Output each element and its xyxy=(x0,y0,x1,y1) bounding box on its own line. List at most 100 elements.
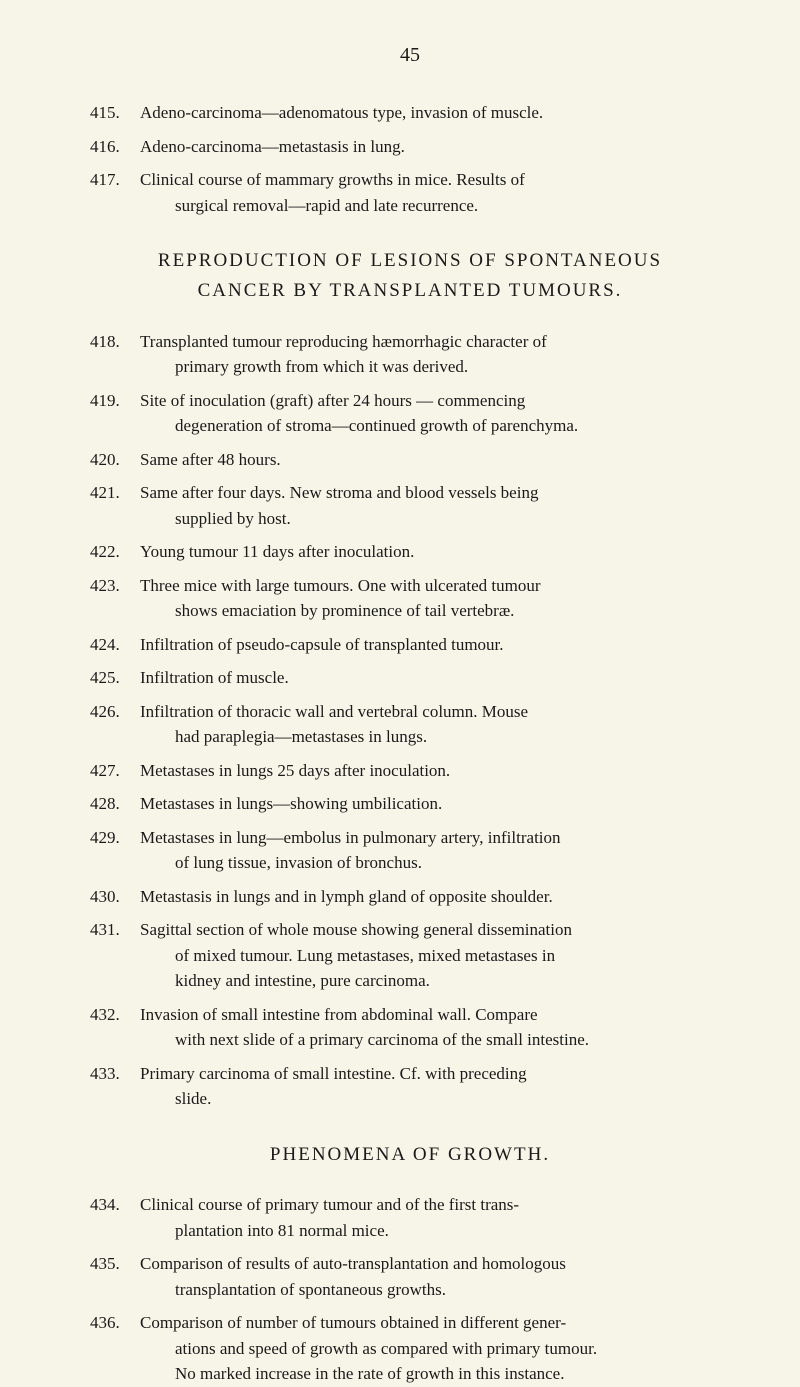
section2-entries: 434. Clinical course of primary tumour a… xyxy=(90,1192,730,1387)
entry-417: 417. Clinical course of mammary growths … xyxy=(90,167,730,218)
entry-number: 420. xyxy=(90,447,140,473)
entry-number: 433. xyxy=(90,1061,140,1112)
entry-line-indent: plantation into 81 normal mice. xyxy=(140,1218,730,1244)
entry-435: 435. Comparison of results of auto-trans… xyxy=(90,1251,730,1302)
entry-number: 428. xyxy=(90,791,140,817)
entry-text: Transplanted tumour reproducing hæmorrha… xyxy=(140,329,730,380)
entry-line-indent: transplantation of spontaneous growths. xyxy=(140,1277,730,1303)
entry-number: 430. xyxy=(90,884,140,910)
entry-432: 432. Invasion of small intestine from ab… xyxy=(90,1002,730,1053)
entry-text: Clinical course of mammary growths in mi… xyxy=(140,167,730,218)
entry-434: 434. Clinical course of primary tumour a… xyxy=(90,1192,730,1243)
entry-text: Clinical course of primary tumour and of… xyxy=(140,1192,730,1243)
entry-text: Metastases in lung—embolus in pulmonary … xyxy=(140,825,730,876)
entry-number: 431. xyxy=(90,917,140,994)
entry-line-indent: primary growth from which it was derived… xyxy=(140,354,730,380)
entry-line: Clinical course of primary tumour and of… xyxy=(140,1195,519,1214)
entry-427: 427. Metastases in lungs 25 days after i… xyxy=(90,758,730,784)
entry-line-indent: No marked increase in the rate of growth… xyxy=(140,1361,730,1387)
entry-line-indent: ations and speed of growth as compared w… xyxy=(140,1336,730,1362)
entry-number: 417. xyxy=(90,167,140,218)
entry-line: Clinical course of mammary growths in mi… xyxy=(140,170,525,189)
entry-number: 434. xyxy=(90,1192,140,1243)
entry-line: Invasion of small intestine from abdomin… xyxy=(140,1005,538,1024)
entry-text: Site of inoculation (graft) after 24 hou… xyxy=(140,388,730,439)
entry-428: 428. Metastases in lungs—showing umbilic… xyxy=(90,791,730,817)
entry-line: Primary carcinoma of small intestine. Cf… xyxy=(140,1064,527,1083)
entry-line-indent: surgical removal—rapid and late recurren… xyxy=(140,193,730,219)
entry-text: Infiltration of muscle. xyxy=(140,665,730,691)
entry-416: 416. Adeno-carcinoma—metastasis in lung. xyxy=(90,134,730,160)
entry-number: 427. xyxy=(90,758,140,784)
entry-text: Metastasis in lungs and in lymph gland o… xyxy=(140,884,730,910)
entry-425: 425. Infiltration of muscle. xyxy=(90,665,730,691)
entry-418: 418. Transplanted tumour reproducing hæm… xyxy=(90,329,730,380)
section-title-line2: CANCER BY TRANSPLANTED TUMOURS. xyxy=(90,276,730,306)
entry-number: 424. xyxy=(90,632,140,658)
section1-entries: 418. Transplanted tumour reproducing hæm… xyxy=(90,329,730,1112)
entry-number: 423. xyxy=(90,573,140,624)
entry-line: Comparison of number of tumours obtained… xyxy=(140,1313,566,1332)
entry-426: 426. Infiltration of thoracic wall and v… xyxy=(90,699,730,750)
entry-text: Metastases in lungs—showing umbilication… xyxy=(140,791,730,817)
section-title-reproduction: REPRODUCTION OF LESIONS OF SPONTANEOUS C… xyxy=(90,246,730,307)
entry-text: Comparison of results of auto-transplant… xyxy=(140,1251,730,1302)
entry-number: 415. xyxy=(90,100,140,126)
entry-text: Adeno-carcinoma—metastasis in lung. xyxy=(140,134,730,160)
entry-line: Same after four days. New stroma and blo… xyxy=(140,483,538,502)
entry-number: 416. xyxy=(90,134,140,160)
entry-text: Primary carcinoma of small intestine. Cf… xyxy=(140,1061,730,1112)
entry-number: 435. xyxy=(90,1251,140,1302)
entry-429: 429. Metastases in lung—embolus in pulmo… xyxy=(90,825,730,876)
entry-430: 430. Metastasis in lungs and in lymph gl… xyxy=(90,884,730,910)
entry-line: Three mice with large tumours. One with … xyxy=(140,576,540,595)
entry-text: Comparison of number of tumours obtained… xyxy=(140,1310,730,1387)
entry-line-indent: slide. xyxy=(140,1086,730,1112)
entry-number: 426. xyxy=(90,699,140,750)
top-entries: 415. Adeno-carcinoma—adenomatous type, i… xyxy=(90,100,730,218)
entry-text: Same after 48 hours. xyxy=(140,447,730,473)
entry-line: Sagittal section of whole mouse showing … xyxy=(140,920,572,939)
entry-text: Three mice with large tumours. One with … xyxy=(140,573,730,624)
entry-number: 418. xyxy=(90,329,140,380)
entry-line-indent: of mixed tumour. Lung metastases, mixed … xyxy=(140,943,730,969)
entry-number: 421. xyxy=(90,480,140,531)
section-title-line1: REPRODUCTION OF LESIONS OF SPONTANEOUS xyxy=(90,246,730,276)
entry-line: Metastases in lung—embolus in pulmonary … xyxy=(140,828,561,847)
entry-436: 436. Comparison of number of tumours obt… xyxy=(90,1310,730,1387)
entry-422: 422. Young tumour 11 days after inoculat… xyxy=(90,539,730,565)
entry-number: 432. xyxy=(90,1002,140,1053)
entry-text: Young tumour 11 days after inoculation. xyxy=(140,539,730,565)
entry-424: 424. Infiltration of pseudo-capsule of t… xyxy=(90,632,730,658)
entry-419: 419. Site of inoculation (graft) after 2… xyxy=(90,388,730,439)
entry-text: Adeno-carcinoma—adenomatous type, invasi… xyxy=(140,100,730,126)
entry-text: Sagittal section of whole mouse showing … xyxy=(140,917,730,994)
entry-line: Transplanted tumour reproducing hæmorrha… xyxy=(140,332,547,351)
entry-line: Comparison of results of auto-transplant… xyxy=(140,1254,566,1273)
entry-text: Invasion of small intestine from abdomin… xyxy=(140,1002,730,1053)
entry-line-indent: with next slide of a primary carcinoma o… xyxy=(140,1027,730,1053)
entry-text: Same after four days. New stroma and blo… xyxy=(140,480,730,531)
entry-text: Metastases in lungs 25 days after inocul… xyxy=(140,758,730,784)
entry-line-indent: kidney and intestine, pure carcinoma. xyxy=(140,968,730,994)
entry-line-indent: supplied by host. xyxy=(140,506,730,532)
entry-text: Infiltration of thoracic wall and verteb… xyxy=(140,699,730,750)
entry-line-indent: had paraplegia—metastases in lungs. xyxy=(140,724,730,750)
entry-number: 422. xyxy=(90,539,140,565)
entry-420: 420. Same after 48 hours. xyxy=(90,447,730,473)
entry-line: Site of inoculation (graft) after 24 hou… xyxy=(140,391,525,410)
entry-line: Infiltration of thoracic wall and verteb… xyxy=(140,702,528,721)
entry-number: 436. xyxy=(90,1310,140,1387)
entry-line-indent: degeneration of stroma—continued growth … xyxy=(140,413,730,439)
entry-number: 429. xyxy=(90,825,140,876)
entry-number: 425. xyxy=(90,665,140,691)
entry-line-indent: shows emaciation by prominence of tail v… xyxy=(140,598,730,624)
entry-line-indent: of lung tissue, invasion of bronchus. xyxy=(140,850,730,876)
entry-number: 419. xyxy=(90,388,140,439)
page-number: 45 xyxy=(90,40,730,70)
entry-text: Infiltration of pseudo-capsule of transp… xyxy=(140,632,730,658)
entry-421: 421. Same after four days. New stroma an… xyxy=(90,480,730,531)
section-title-phenomena: PHENOMENA OF GROWTH. xyxy=(90,1140,730,1170)
entry-415: 415. Adeno-carcinoma—adenomatous type, i… xyxy=(90,100,730,126)
entry-423: 423. Three mice with large tumours. One … xyxy=(90,573,730,624)
